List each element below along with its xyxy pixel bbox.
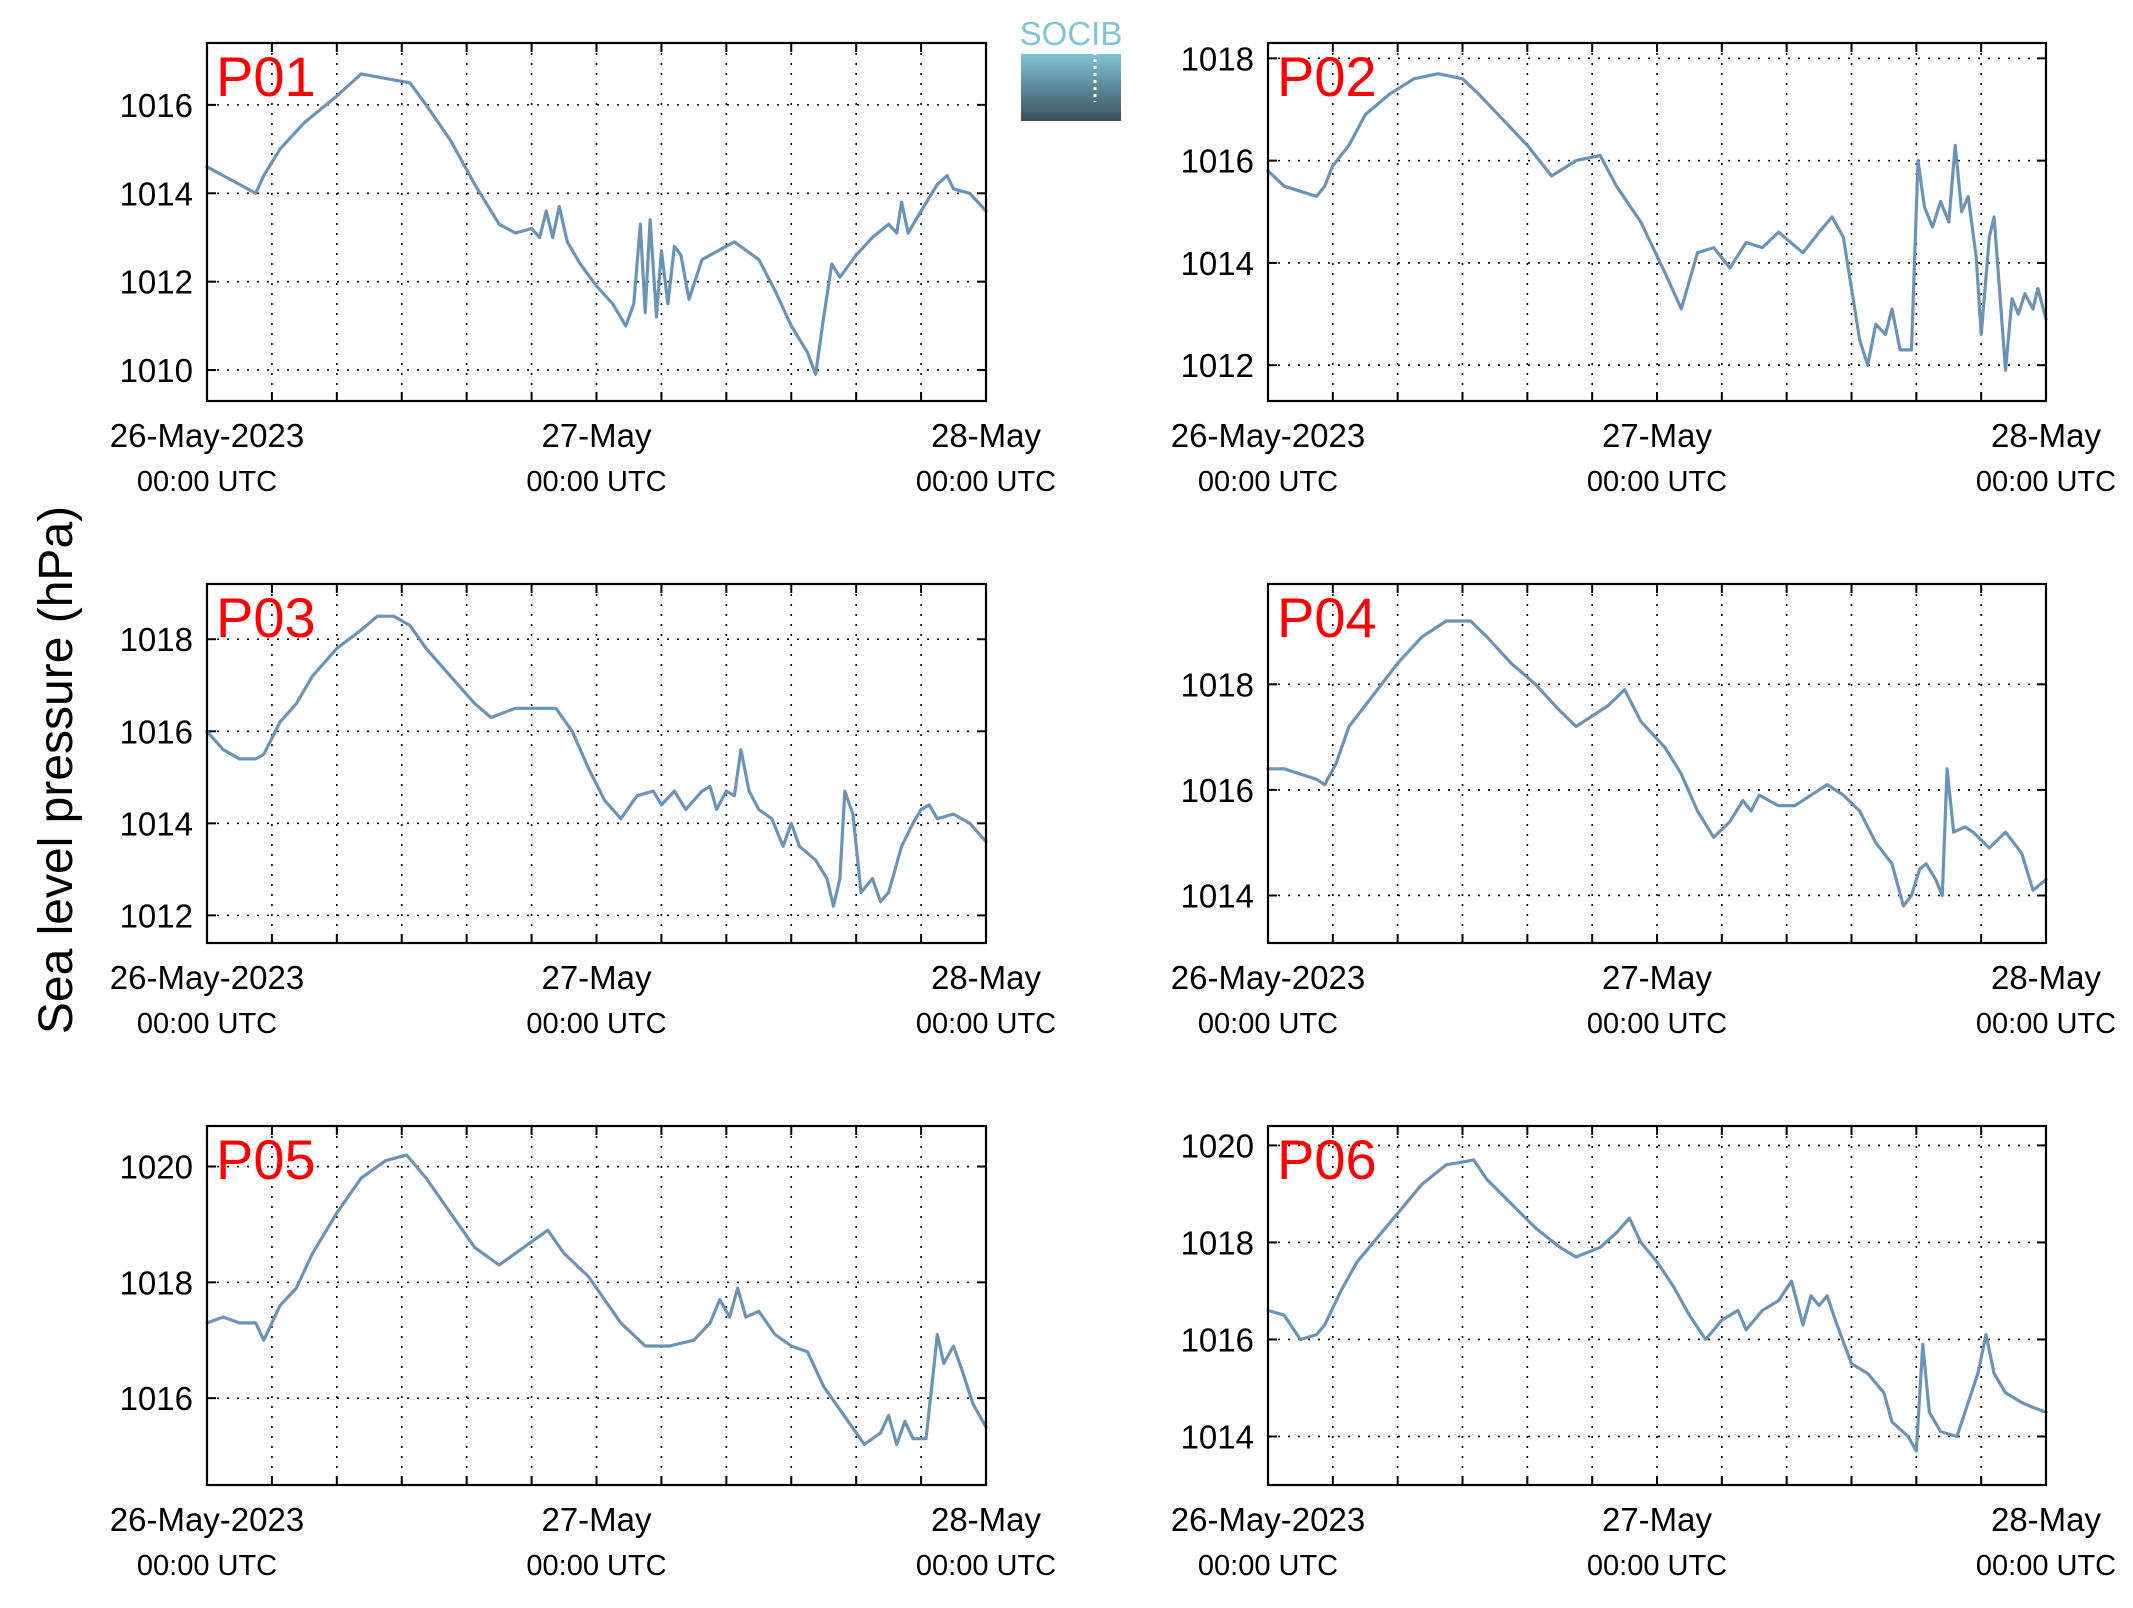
plot-panel-p04: 1014 1016 1018 26-May-2023 00:00 UTC 27-May 00…	[1171, 582, 2116, 1040]
panel-label: P04	[1277, 586, 1377, 649]
x-tick-label: 28-May	[931, 417, 1042, 454]
x-tick-label: 26-May-2023	[110, 1501, 304, 1538]
socib-logo-text: SOCIB	[1020, 15, 1123, 52]
y-tick-label: 1018	[1181, 666, 1254, 703]
axes-frame	[205, 1124, 988, 1487]
axes-frame	[1266, 41, 2048, 403]
y-tick-label: 1018	[1181, 1224, 1254, 1261]
y-tick-label: 1016	[120, 1380, 193, 1417]
series-line-p03	[205, 614, 988, 908]
y-axis-label: Sea level pressure (hPa)	[30, 506, 83, 1034]
y-tick-label: 1018	[1181, 40, 1254, 77]
x-tick-label: 28-May	[1991, 417, 2102, 454]
socib-logo: SOCIB	[1020, 15, 1123, 121]
x-tick-label: 27-May	[1602, 1501, 1713, 1538]
y-tick-label: 1016	[120, 713, 193, 750]
x-tick-label: 28-May	[931, 1501, 1042, 1538]
y-tick-label: 1016	[1181, 772, 1254, 809]
y-tick-label: 1012	[120, 264, 193, 301]
x-tick-label: 27-May	[1602, 959, 1713, 996]
x-tick-sublabel: 00:00 UTC	[526, 466, 666, 498]
series-line-p02	[1266, 72, 2048, 372]
x-tick-sublabel: 00:00 UTC	[1976, 1008, 2116, 1040]
x-tick-sublabel: 00:00 UTC	[137, 466, 277, 498]
x-tick-sublabel: 00:00 UTC	[1587, 1550, 1727, 1582]
x-tick-label: 26-May-2023	[1171, 959, 1365, 996]
x-tick-sublabel: 00:00 UTC	[526, 1008, 666, 1040]
axes-frame	[205, 41, 988, 403]
y-tick-label: 1014	[120, 175, 193, 212]
plot-panel-p03: 1012 1014 1016 1018 26-May-2023 00:00 UTC 27-M…	[110, 582, 1056, 1040]
y-tick-label: 1020	[1181, 1127, 1254, 1164]
axes-frame	[1266, 582, 2048, 945]
y-tick-label: 1014	[1181, 1418, 1254, 1455]
plot-panel-p02: 1012 1014 1016 1018 26-May-2023 00:00 UTC 27-M…	[1171, 40, 2116, 498]
x-tick-sublabel: 00:00 UTC	[1976, 1550, 2116, 1582]
series-line-p06	[1266, 1158, 2048, 1453]
panel-label: P02	[1277, 45, 1377, 108]
socib-logo-body	[1021, 54, 1121, 121]
y-tick-label: 1012	[1181, 347, 1254, 384]
y-tick-label: 1014	[1181, 245, 1254, 282]
panel-label: P05	[216, 1128, 316, 1191]
x-tick-label: 27-May	[541, 1501, 652, 1538]
y-tick-label: 1014	[1181, 877, 1254, 914]
panel-label: P06	[1277, 1128, 1377, 1191]
x-tick-sublabel: 00:00 UTC	[1976, 466, 2116, 498]
plot-panel-p06: 1014 1016 1018 1020 26-May-2023 00:00 UTC 27-M…	[1171, 1124, 2116, 1582]
axes-frame	[205, 582, 988, 945]
x-tick-label: 27-May	[541, 959, 652, 996]
x-tick-label: 28-May	[931, 959, 1042, 996]
x-tick-sublabel: 00:00 UTC	[1587, 466, 1727, 498]
x-tick-label: 28-May	[1991, 1501, 2102, 1538]
y-tick-label: 1020	[120, 1149, 193, 1186]
series-line-p05	[205, 1153, 988, 1447]
series-line-p01	[205, 72, 988, 377]
y-tick-label: 1012	[120, 897, 193, 934]
axes-frame	[1266, 1124, 2048, 1487]
y-tick-label: 1010	[120, 352, 193, 389]
y-tick-label: 1016	[120, 87, 193, 124]
x-tick-sublabel: 00:00 UTC	[1198, 1008, 1338, 1040]
y-tick-label: 1014	[120, 805, 193, 842]
plot-panel-p01: 1010 1012 1014 1016 26-May-2023 00:00 UTC 27-M…	[110, 41, 1056, 498]
x-tick-label: 28-May	[1991, 959, 2102, 996]
x-tick-sublabel: 00:00 UTC	[916, 1008, 1056, 1040]
x-tick-sublabel: 00:00 UTC	[137, 1550, 277, 1582]
x-tick-sublabel: 00:00 UTC	[916, 466, 1056, 498]
x-tick-sublabel: 00:00 UTC	[526, 1550, 666, 1582]
x-tick-sublabel: 00:00 UTC	[1198, 1550, 1338, 1582]
x-tick-label: 27-May	[1602, 417, 1713, 454]
panels-group: 1010 1012 1014 1016 26-May-2023 00:00 UTC 27-M…	[110, 40, 2116, 1582]
x-tick-label: 27-May	[541, 417, 652, 454]
plot-panel-p05: 1016 1018 1020 26-May-2023 00:00 UTC 27-May 00…	[110, 1124, 1056, 1582]
x-tick-sublabel: 00:00 UTC	[916, 1550, 1056, 1582]
x-tick-sublabel: 00:00 UTC	[1198, 466, 1338, 498]
y-tick-label: 1018	[120, 621, 193, 658]
series-line-p04	[1266, 619, 2048, 908]
x-tick-label: 26-May-2023	[110, 417, 304, 454]
y-tick-label: 1016	[1181, 143, 1254, 180]
x-tick-label: 26-May-2023	[1171, 1501, 1365, 1538]
x-tick-label: 26-May-2023	[110, 959, 304, 996]
y-tick-label: 1018	[120, 1264, 193, 1301]
y-tick-label: 1016	[1181, 1321, 1254, 1358]
panel-label: P01	[216, 45, 316, 108]
x-tick-sublabel: 00:00 UTC	[1587, 1008, 1727, 1040]
x-tick-sublabel: 00:00 UTC	[137, 1008, 277, 1040]
panel-label: P03	[216, 586, 316, 649]
x-tick-label: 26-May-2023	[1171, 417, 1365, 454]
